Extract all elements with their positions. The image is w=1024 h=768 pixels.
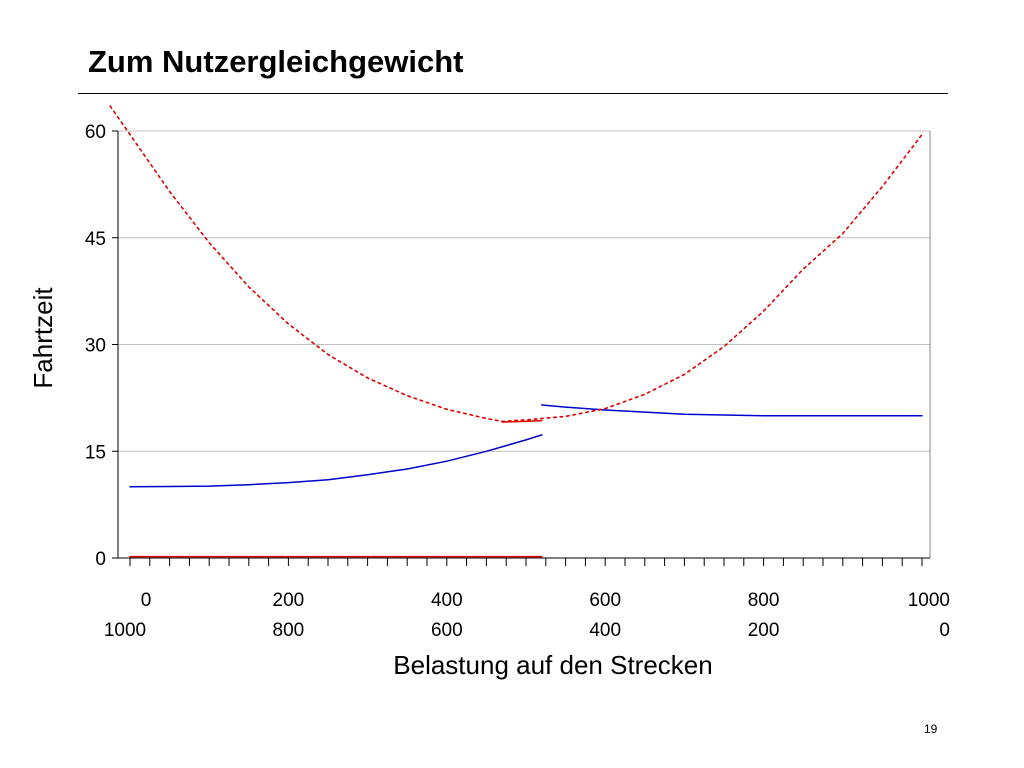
series-layer xyxy=(109,105,923,558)
x-tick-label-top: 800 xyxy=(748,590,780,611)
slide-title: Zum Nutzergleichgewicht xyxy=(88,44,464,79)
series-line-3 xyxy=(501,419,543,423)
series-line-0 xyxy=(129,434,543,488)
y-tick-label: 60 xyxy=(85,122,106,143)
x-tick-label-bottom: 200 xyxy=(748,620,780,641)
axis-layer xyxy=(112,130,931,566)
page-number: 19 xyxy=(924,722,938,736)
x-tick-label-top: 600 xyxy=(589,590,621,611)
y-tick-label: 45 xyxy=(85,229,106,250)
x-tick-label-top: 0 xyxy=(141,590,152,611)
series-line-1 xyxy=(541,404,923,417)
x-tick-label-bottom: 1000 xyxy=(104,620,146,641)
x-tick-label-top: 200 xyxy=(273,590,305,611)
x-tick-label-bottom: 600 xyxy=(431,620,463,641)
series-line-2 xyxy=(109,105,923,423)
y-tick-label: 15 xyxy=(85,442,106,463)
x-axis-title: Belastung auf den Strecken xyxy=(393,650,712,680)
x-tick-label-bottom: 400 xyxy=(589,620,621,641)
x-tick-label-bottom: 800 xyxy=(273,620,305,641)
x-tick-label-bottom: 0 xyxy=(939,620,950,641)
y-axis-title: Fahrtzeit xyxy=(28,287,58,389)
y-tick-label: 30 xyxy=(85,336,106,357)
grid-layer xyxy=(118,130,930,452)
y-tick-label: 0 xyxy=(95,549,106,570)
x-tick-label-top: 400 xyxy=(431,590,463,611)
title-rule xyxy=(78,93,948,94)
x-tick-label-top: 1000 xyxy=(908,590,950,611)
